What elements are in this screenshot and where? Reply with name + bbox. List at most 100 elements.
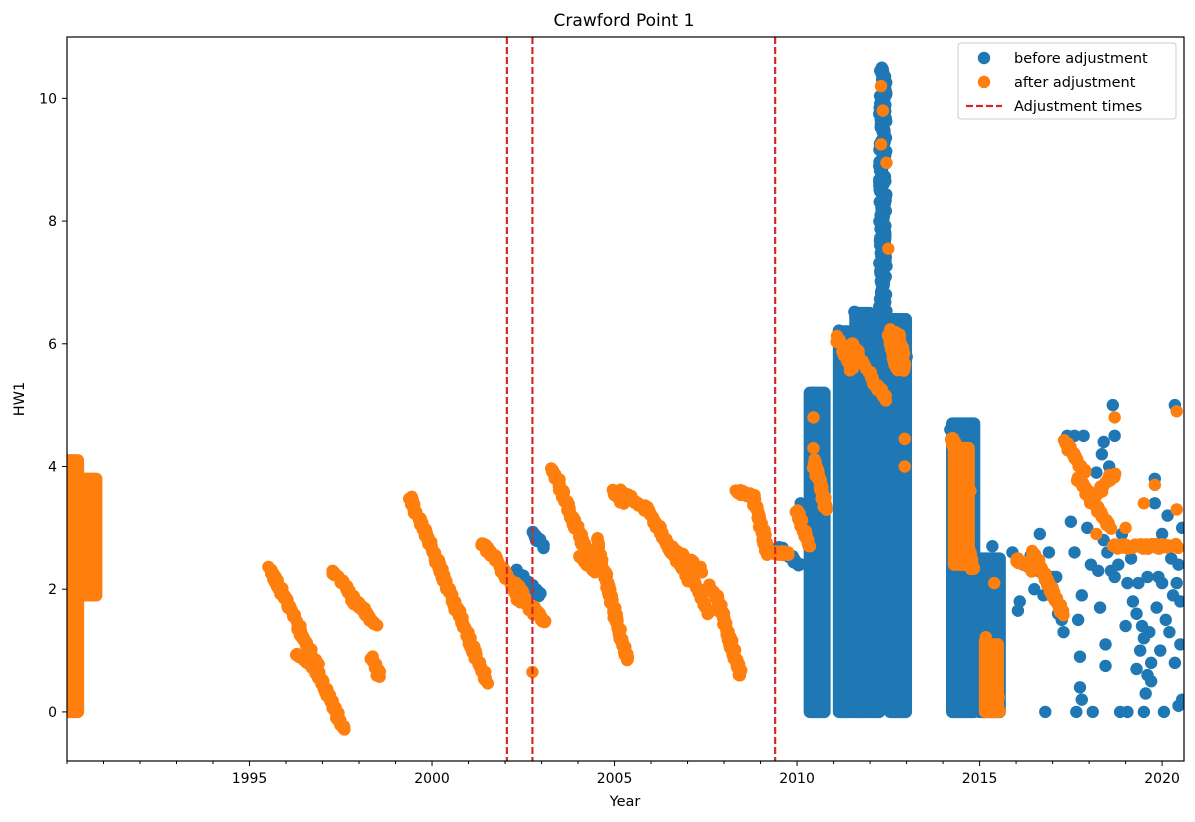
before-adjustment-point-16 [1042, 546, 1056, 559]
before-adjustment-point-61 [1133, 644, 1147, 657]
x-tick-label: 2005 [597, 771, 633, 787]
before-adjustment-point-78 [1161, 509, 1174, 522]
after-adjustment-point-7 [807, 411, 820, 424]
y-tick-label: 10 [39, 91, 57, 107]
before-adjustment-point-92 [1141, 570, 1154, 584]
legend-label-2: Adjustment times [1014, 99, 1142, 115]
before-adjustment-point-28 [1073, 681, 1087, 694]
before-adjustment-point-35 [1086, 705, 1099, 719]
legend-label-0: before adjustment [1014, 51, 1148, 67]
before-adjustment-point-89 [1175, 521, 1184, 535]
after-adjustment-segment-2-point [336, 721, 350, 735]
before-adjustment-point-23 [1064, 515, 1078, 528]
after-adjustment-point-16 [1090, 527, 1103, 541]
before-adjustment-point-86 [1172, 558, 1184, 571]
after-adjustment-point-6 [898, 460, 911, 473]
after-adjustment-point-2 [874, 138, 888, 151]
before-adjustment-point-77 [1159, 613, 1172, 627]
after-adjustment-segment-37-point [1108, 467, 1122, 480]
before-adjustment-point-71 [1148, 497, 1161, 510]
before-adjustment-segment-2-point [794, 558, 807, 571]
legend-box [957, 42, 1177, 120]
x-tick-label: 2010 [779, 771, 815, 787]
after-adjustment-point-4 [882, 242, 895, 255]
legend-label-1: after adjustment [1014, 75, 1136, 91]
after-adjustment-segment-10-point [537, 614, 550, 627]
before-adjustment-point-68 [1144, 675, 1158, 688]
before-adjustment-point-1 [807, 386, 820, 400]
after-adjustment-point-1 [876, 104, 890, 117]
after-adjustment-segment-25-point [803, 540, 817, 553]
x-tick-label: 2015 [962, 771, 998, 787]
x-axis: 1995 2000 2005 2010 2015 2020 [66, 761, 1180, 787]
before-adjustment-point-55 [1121, 705, 1134, 719]
before-adjustment-point-48 [1108, 429, 1121, 443]
after-adjustment-segment-5-point [373, 670, 386, 683]
before-adjustment-point-90 [1174, 638, 1184, 651]
before-adjustment-point-47 [1106, 398, 1120, 412]
before-adjustment-point-40 [1097, 435, 1110, 449]
before-adjustment-point-37 [1092, 564, 1105, 577]
y-tick-label: 8 [48, 214, 57, 230]
before-adjustment-point-8 [1011, 604, 1025, 617]
after-adjustment-segment-21-point [732, 668, 745, 682]
before-adjustment-point-67 [1143, 625, 1156, 639]
x-axis-label: Year [609, 794, 641, 810]
after-adjustment-segment-36-point [1104, 522, 1118, 535]
before-adjustment-point-24 [1068, 546, 1081, 559]
after-adjustment-point-14 [1170, 405, 1183, 418]
before-adjustment-point-32 [1077, 429, 1090, 443]
before-adjustment-point-54 [1121, 576, 1134, 590]
before-adjustment-point-39 [1095, 448, 1109, 461]
before-adjustment-point-21 [1057, 625, 1070, 639]
before-adjustment-point-42 [1099, 638, 1112, 651]
y-tick-label: 4 [48, 459, 57, 475]
y-tick-label: 2 [48, 582, 57, 598]
y-axis: 0 2 4 6 8 10 [39, 91, 67, 721]
after-adjustment-point-18 [1137, 497, 1151, 510]
before-adjustment-point-82 [1168, 656, 1182, 670]
after-adjustment-point-13 [1148, 478, 1161, 492]
before-adjustment-point-60 [1132, 576, 1145, 590]
before-adjustment-dense-band-0 [803, 386, 831, 719]
after-adjustment-segment-28-point [879, 394, 893, 407]
before-adjustment-point-38 [1093, 601, 1107, 614]
after-adjustment-dense-band-1 [69, 472, 103, 602]
before-adjustment-point-57 [1126, 595, 1140, 608]
before-adjustment-point-72 [1150, 601, 1163, 614]
data-layer [67, 37, 1184, 761]
before-adjustment-point-30 [1075, 693, 1088, 706]
before-adjustment-point-26 [1070, 705, 1083, 719]
after-adjustment-point-0 [874, 79, 888, 93]
before-adjustment-point-31 [1075, 589, 1088, 602]
before-adjustment-point-15 [1039, 705, 1052, 719]
after-adjustment-segment-6-point [481, 677, 495, 690]
before-adjustment-point-29 [1073, 650, 1087, 663]
before-adjustment-dense-band-3 [865, 313, 886, 719]
legend-marker-0 [977, 51, 991, 65]
before-adjustment-point-53 [1119, 619, 1132, 633]
before-adjustment-point-27 [1071, 613, 1085, 627]
before-adjustment-segment-0-point [534, 587, 547, 600]
after-adjustment-point-17 [1119, 521, 1132, 535]
before-adjustment-dense-band-4 [883, 313, 913, 719]
after-adjustment-segment-34-point [1057, 609, 1070, 622]
after-adjustment-segment-4-point [370, 619, 384, 632]
y-tick-label: 6 [48, 337, 57, 353]
after-adjustment-segment-24-point [782, 546, 795, 559]
before-adjustment-point-65 [1139, 687, 1152, 700]
before-adjustment-point-69 [1144, 656, 1158, 670]
after-adjustment-segment-27-point [843, 364, 857, 377]
after-adjustment-point-10 [964, 484, 977, 498]
after-adjustment-point-12 [1108, 411, 1121, 424]
y-tick-label: 0 [48, 705, 57, 721]
before-adjustment-point-87 [1174, 595, 1184, 608]
after-adjustment-segment-14-point [621, 653, 634, 666]
after-adjustment-segment-26-point [820, 503, 833, 516]
after-adjustment-point-5 [898, 432, 911, 446]
before-adjustment-point-84 [1170, 576, 1183, 590]
after-adjustment-dense-band-2 [947, 441, 975, 571]
before-adjustment-point-7 [1013, 595, 1026, 608]
